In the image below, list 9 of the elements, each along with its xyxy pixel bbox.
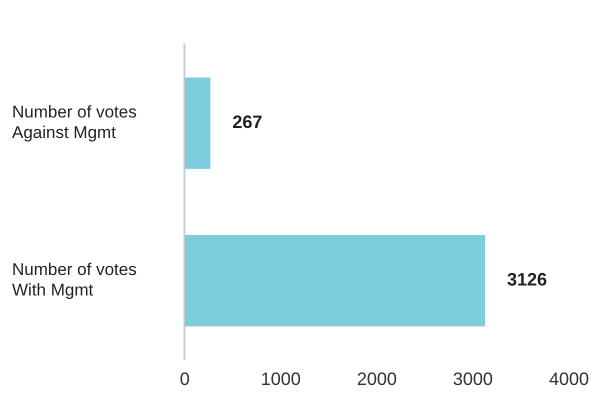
x-tick-label: 0 [180, 369, 190, 390]
x-tick-label: 2000 [356, 369, 397, 390]
x-tick-label: 1000 [260, 369, 301, 390]
data-label: 3126 [507, 270, 548, 290]
data-label: 267 [232, 112, 262, 132]
x-tick-label: 4000 [548, 369, 589, 390]
y-tick-label: Number of votes Against Mgmt [12, 102, 137, 142]
y-tick-label: Number of votes With Mgmt [12, 260, 137, 300]
x-tick-label: 3000 [452, 369, 493, 390]
